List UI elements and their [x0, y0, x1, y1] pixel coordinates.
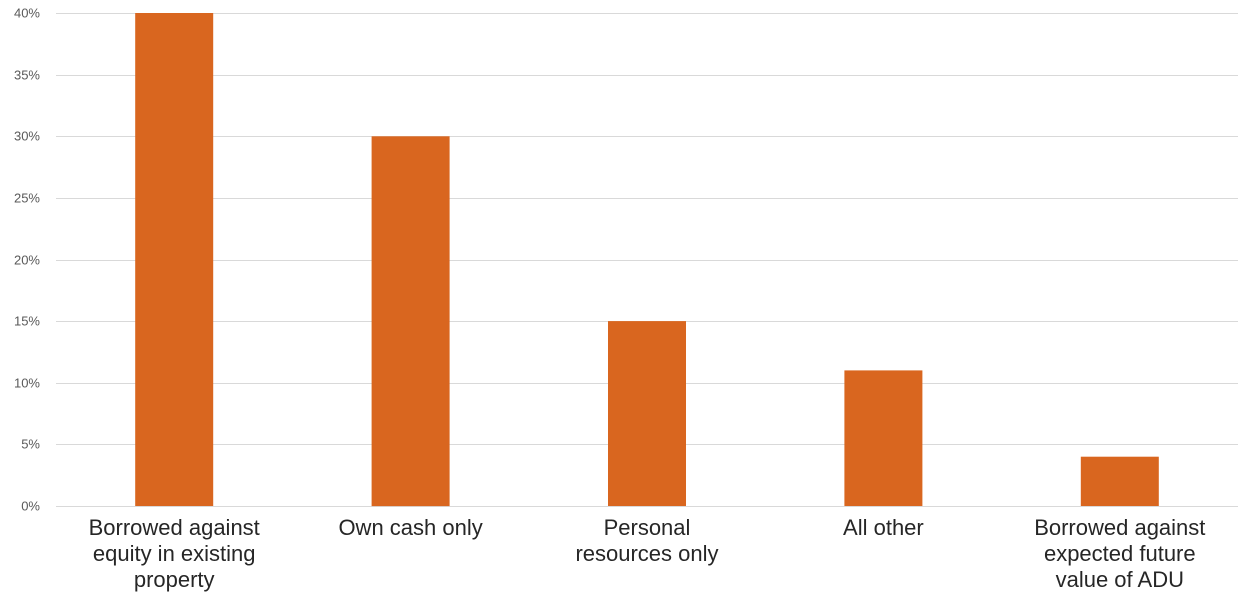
x-category-label: All other	[843, 515, 924, 540]
x-category-label-line: Own cash only	[338, 515, 482, 540]
bar	[608, 321, 686, 506]
bar	[1080, 456, 1159, 506]
bar	[844, 370, 923, 506]
bar	[135, 13, 214, 506]
x-category-label-line: equity in existing	[93, 541, 256, 566]
bar	[371, 136, 450, 507]
y-tick-label: 5%	[21, 437, 40, 452]
x-axis-category-labels: Borrowed against equity in existing proper…	[89, 515, 1206, 592]
bars	[135, 13, 1159, 507]
y-tick-label: 30%	[14, 129, 40, 144]
x-category-label-line: value of ADU	[1056, 567, 1184, 592]
x-category-label-line: All other	[843, 515, 924, 540]
x-category-label-line: expected future	[1044, 541, 1196, 566]
gridlines	[56, 13, 1238, 507]
y-axis-tick-labels: 0% 5% 10% 15% 20% 25% 30% 35% 40%	[14, 6, 40, 514]
y-tick-label: 20%	[14, 253, 40, 268]
x-category-label-line: property	[134, 567, 215, 592]
y-tick-label: 10%	[14, 376, 40, 391]
y-tick-label: 0%	[21, 499, 40, 514]
x-category-label: Personal resources only	[575, 515, 718, 566]
y-tick-label: 25%	[14, 191, 40, 206]
x-category-label: Borrowed against equity in existing proper…	[89, 515, 260, 592]
x-category-label-line: Borrowed against	[89, 515, 260, 540]
x-category-label: Own cash only	[338, 515, 482, 540]
x-category-label-line: Personal	[604, 515, 691, 540]
x-category-label: Borrowed against expected future value of …	[1034, 515, 1205, 592]
y-tick-label: 35%	[14, 68, 40, 83]
y-tick-label: 15%	[14, 314, 40, 329]
x-category-label-line: resources only	[575, 541, 718, 566]
x-category-label-line: Borrowed against	[1034, 515, 1205, 540]
y-tick-label: 40%	[14, 6, 40, 21]
